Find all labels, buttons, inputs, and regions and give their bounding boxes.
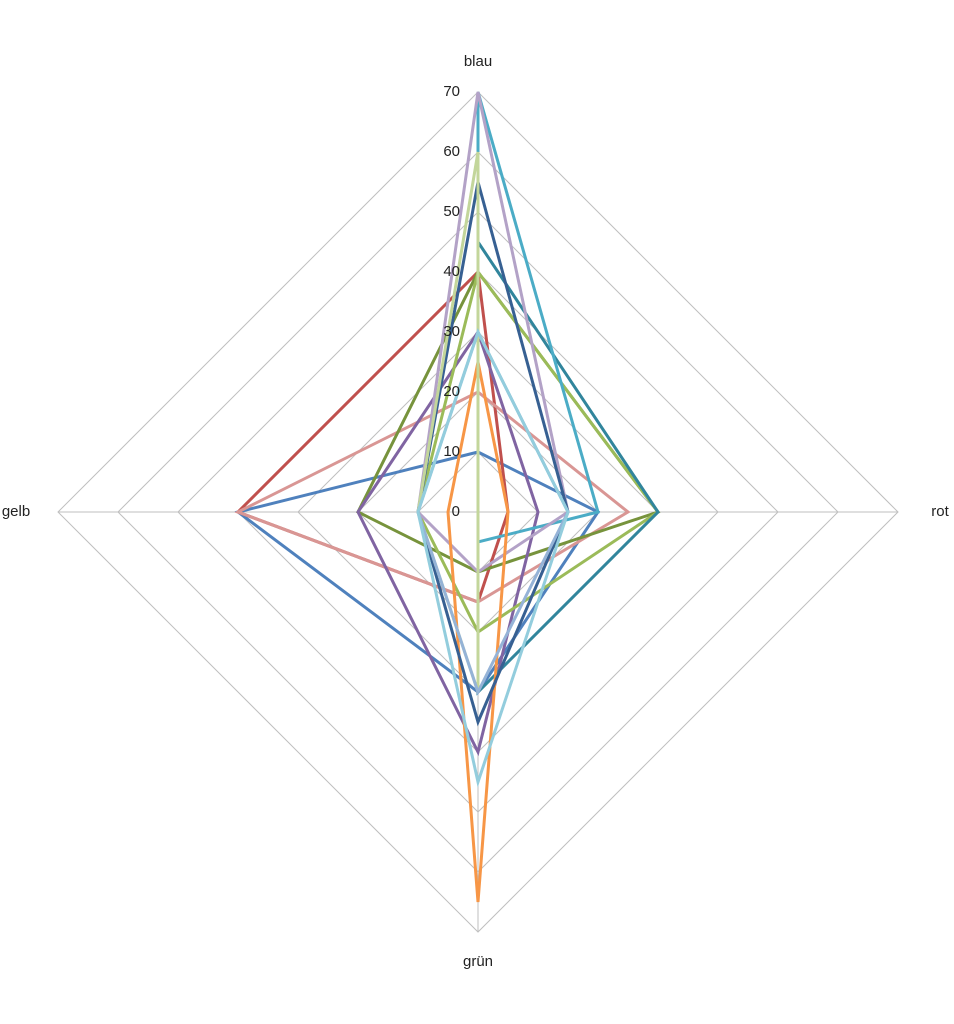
- tick-label: 0: [452, 503, 460, 520]
- series-line: [416, 328, 570, 788]
- series-line: [446, 361, 510, 903]
- tick-label: 30: [443, 323, 460, 340]
- axis-label: rot: [931, 503, 949, 520]
- tick-label: 40: [443, 263, 460, 280]
- axis-label: grün: [463, 953, 493, 970]
- tick-label: 70: [443, 83, 460, 100]
- axis-label: gelb: [2, 503, 30, 520]
- tick-label: 60: [443, 143, 460, 160]
- series-line: [416, 181, 570, 727]
- tick-label: 20: [443, 383, 460, 400]
- series-line: [356, 328, 540, 757]
- tick-label: 10: [443, 443, 460, 460]
- tick-label: 50: [443, 203, 460, 220]
- axis-label: blau: [464, 53, 492, 70]
